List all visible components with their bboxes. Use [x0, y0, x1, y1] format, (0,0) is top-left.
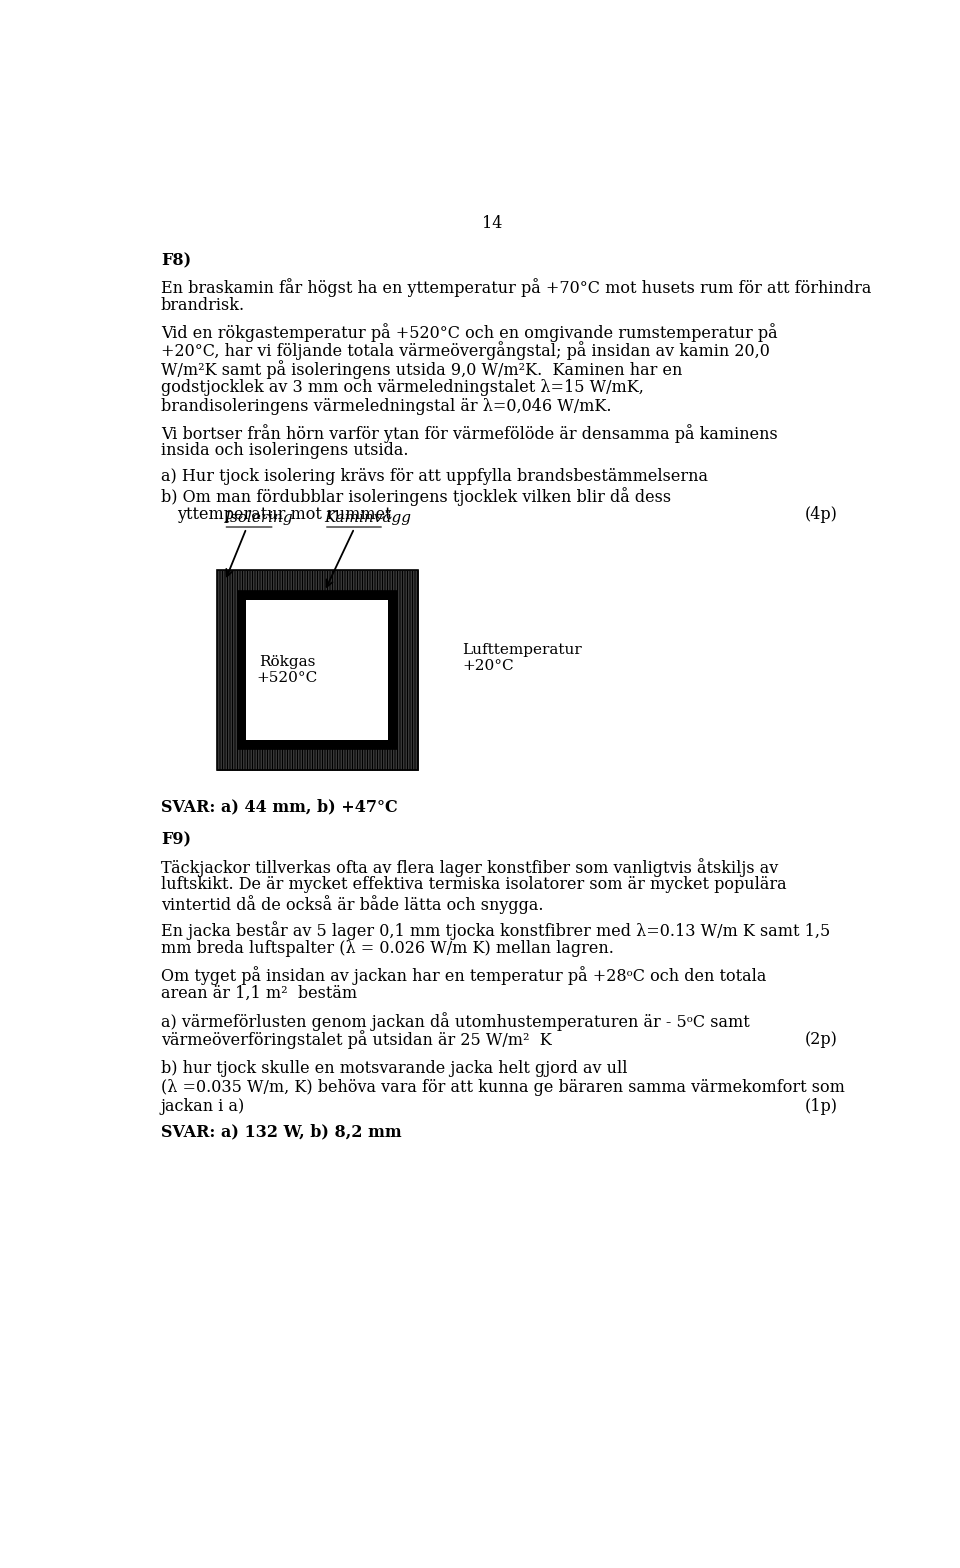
Bar [247, 601, 388, 740]
Bar [217, 571, 418, 770]
Text: Kaminvägg: Kaminvägg [324, 511, 412, 525]
Text: brandisoleringens värmeledningstal är λ=0,046 W/mK.: brandisoleringens värmeledningstal är λ=… [161, 398, 612, 414]
Text: +20°C, har vi följande totala värmeövergångstal; på insidan av kamin 20,0: +20°C, har vi följande totala värmeöverg… [161, 342, 770, 361]
Text: Isolering: Isolering [225, 511, 293, 525]
Text: (2p): (2p) [805, 1030, 838, 1047]
Text: SVAR: a) 132 W, b) 8,2 mm: SVAR: a) 132 W, b) 8,2 mm [161, 1124, 401, 1140]
Text: mm breda luftspalter (λ = 0.026 W/m K) mellan lagren.: mm breda luftspalter (λ = 0.026 W/m K) m… [161, 939, 613, 956]
Text: vintertid då de också är både lätta och snygga.: vintertid då de också är både lätta och … [161, 895, 543, 914]
Text: Täckjackor tillverkas ofta av flera lager konstfiber som vanligtvis åtskiljs av: Täckjackor tillverkas ofta av flera lage… [161, 858, 779, 877]
Text: Om tyget på insidan av jackan har en temperatur på +28ᵒC och den totala: Om tyget på insidan av jackan har en tem… [161, 966, 766, 985]
Text: arean är 1,1 m²  bestäm: arean är 1,1 m² bestäm [161, 985, 357, 1002]
Text: Lufttemperatur
+20°C: Lufttemperatur +20°C [463, 643, 582, 673]
Text: brandrisk.: brandrisk. [161, 296, 245, 314]
Text: (4p): (4p) [805, 506, 838, 522]
Text: jackan i a): jackan i a) [161, 1098, 245, 1115]
Text: F8): F8) [161, 252, 191, 270]
Text: En jacka består av 5 lager 0,1 mm tjocka konstfibrer med λ=0.13 W/m K samt 1,5: En jacka består av 5 lager 0,1 mm tjocka… [161, 920, 830, 939]
Text: yttemperatur mot rummet: yttemperatur mot rummet [178, 506, 392, 522]
Text: insida och isoleringens utsida.: insida och isoleringens utsida. [161, 442, 408, 459]
Text: En braskamin får högst ha en yttemperatur på +70°C mot husets rum för att förhin: En braskamin får högst ha en yttemperatu… [161, 278, 872, 296]
Text: värmeöverföringstalet på utsidan är 25 W/m²  K: värmeöverföringstalet på utsidan är 25 W… [161, 1030, 552, 1049]
Bar [237, 591, 396, 750]
Text: 14: 14 [482, 215, 502, 232]
Text: W/m²K samt på isoleringens utsida 9,0 W/m²K.  Kaminen har en: W/m²K samt på isoleringens utsida 9,0 W/… [161, 361, 683, 379]
Text: SVAR: a) 44 mm, b) +47°C: SVAR: a) 44 mm, b) +47°C [161, 798, 397, 815]
Text: a) värmeförlusten genom jackan då utomhustemperaturen är - 5ᵒC samt: a) värmeförlusten genom jackan då utomhu… [161, 1011, 750, 1030]
Text: Vi bortser från hörn varför ytan för värmefölöde är densamma på kaminens: Vi bortser från hörn varför ytan för vär… [161, 423, 778, 442]
Bar [217, 571, 418, 770]
Text: b) Om man fördubblar isoleringens tjocklek vilken blir då dess: b) Om man fördubblar isoleringens tjockl… [161, 488, 671, 506]
Text: b) hur tjock skulle en motsvarande jacka helt gjord av ull: b) hur tjock skulle en motsvarande jacka… [161, 1060, 628, 1077]
Text: Vid en rökgastemperatur på +520°C och en omgivande rumstemperatur på: Vid en rökgastemperatur på +520°C och en… [161, 323, 778, 342]
Text: a) Hur tjock isolering krävs för att uppfylla brandsbestämmelserna: a) Hur tjock isolering krävs för att upp… [161, 469, 708, 485]
Text: (λ =0.035 W/m, K) behöva vara för att kunna ge bäraren samma värmekomfort som: (λ =0.035 W/m, K) behöva vara för att ku… [161, 1079, 845, 1096]
Text: F9): F9) [161, 831, 191, 848]
Text: godstjocklek av 3 mm och värmeledningstalet λ=15 W/mK,: godstjocklek av 3 mm och värmeledningsta… [161, 379, 644, 397]
Text: luftskikt. De är mycket effektiva termiska isolatorer som är mycket populära: luftskikt. De är mycket effektiva termis… [161, 877, 786, 894]
Text: (1p): (1p) [804, 1098, 838, 1115]
Text: Rökgas
+520°C: Rökgas +520°C [256, 655, 318, 685]
